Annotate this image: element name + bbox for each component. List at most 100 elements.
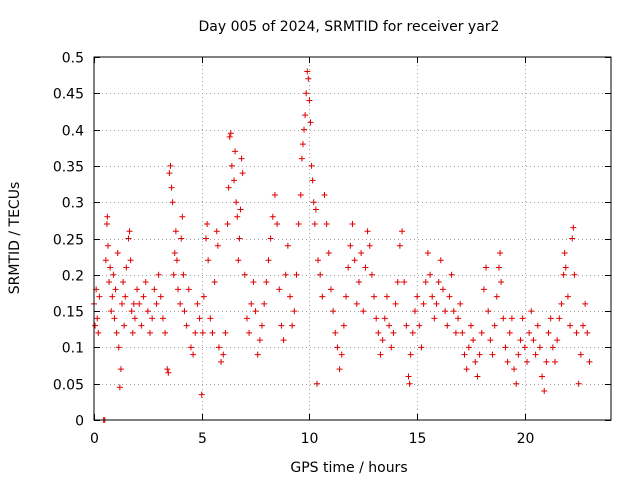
data-point [463, 366, 470, 373]
data-point [200, 293, 207, 300]
data-point [120, 279, 127, 286]
data-point [305, 75, 312, 82]
data-point [459, 329, 466, 336]
data-point [149, 315, 156, 322]
data-point [179, 213, 186, 220]
data-point [351, 257, 358, 264]
data-point [192, 329, 199, 336]
data-point [439, 286, 446, 293]
data-point [239, 170, 246, 177]
data-point [407, 351, 414, 358]
data-point [312, 206, 319, 213]
data-point [536, 344, 543, 351]
data-point [259, 322, 266, 329]
data-point [489, 351, 496, 358]
data-point [461, 351, 468, 358]
data-point [582, 300, 589, 307]
data-point [362, 264, 369, 271]
data-point [111, 315, 118, 322]
data-point [232, 148, 239, 155]
data-point [291, 308, 298, 315]
data-point [162, 329, 169, 336]
data-point [151, 286, 158, 293]
data-point [406, 380, 413, 387]
data-point [429, 293, 436, 300]
data-point [114, 250, 121, 257]
data-point [213, 228, 220, 235]
data-point [94, 315, 101, 322]
data-point [103, 220, 110, 227]
data-point [165, 369, 172, 376]
data-point [166, 170, 173, 177]
y-axis-label: SRMTID / TECUs [7, 182, 23, 295]
data-point [554, 337, 561, 344]
data-point [302, 112, 309, 119]
data-point [433, 300, 440, 307]
data-point [95, 329, 102, 336]
data-point [571, 271, 578, 278]
data-point [128, 308, 135, 315]
data-point [237, 206, 244, 213]
data-point [225, 184, 232, 191]
data-point [539, 373, 546, 380]
data-point [334, 344, 341, 351]
data-point [256, 337, 263, 344]
data-point [392, 300, 399, 307]
y-tick-label: 0.5 [62, 51, 84, 67]
x-tick-label: 10 [301, 431, 319, 447]
data-point [547, 315, 554, 322]
data-point [269, 213, 276, 220]
data-point [390, 329, 397, 336]
data-point [140, 293, 147, 300]
y-tick-label: 0.1 [62, 341, 84, 357]
data-point [172, 228, 179, 235]
data-point [416, 322, 423, 329]
data-point [263, 279, 270, 286]
data-point [228, 162, 235, 169]
data-point [121, 322, 128, 329]
data-point [403, 322, 410, 329]
data-point [325, 250, 332, 257]
data-point [405, 373, 412, 380]
data-point [424, 250, 431, 257]
data-point [224, 220, 231, 227]
plot-frame [93, 56, 612, 421]
data-point [562, 264, 569, 271]
data-point [153, 300, 160, 307]
data-point [308, 162, 315, 169]
y-tick-label: 0.25 [53, 233, 84, 249]
data-point [528, 308, 535, 315]
chart-title: Day 005 of 2024, SRMTID for receiver yar… [199, 19, 500, 35]
data-point [315, 257, 322, 264]
data-point [185, 286, 192, 293]
data-point [159, 315, 166, 322]
data-point [301, 126, 308, 133]
data-point [338, 351, 345, 358]
data-point [556, 315, 563, 322]
data-point [180, 271, 187, 278]
data-point [472, 358, 479, 365]
data-point [209, 329, 216, 336]
data-point [170, 271, 177, 278]
data-point [278, 322, 285, 329]
data-point [476, 351, 483, 358]
data-point [446, 293, 453, 300]
data-point [252, 308, 259, 315]
data-point [541, 387, 548, 394]
data-point [347, 242, 354, 249]
data-point [497, 250, 504, 257]
x-tick-label: 20 [517, 431, 535, 447]
data-point [142, 279, 149, 286]
y-tick-label: 0.05 [53, 378, 84, 394]
data-point [521, 344, 528, 351]
data-point [207, 315, 214, 322]
data-point [119, 300, 126, 307]
data-point [394, 279, 401, 286]
data-point [226, 133, 233, 140]
data-point [495, 264, 502, 271]
data-point [561, 250, 568, 257]
data-point [515, 351, 522, 358]
data-point [92, 322, 99, 329]
data-point [175, 286, 182, 293]
data-point [271, 191, 278, 198]
